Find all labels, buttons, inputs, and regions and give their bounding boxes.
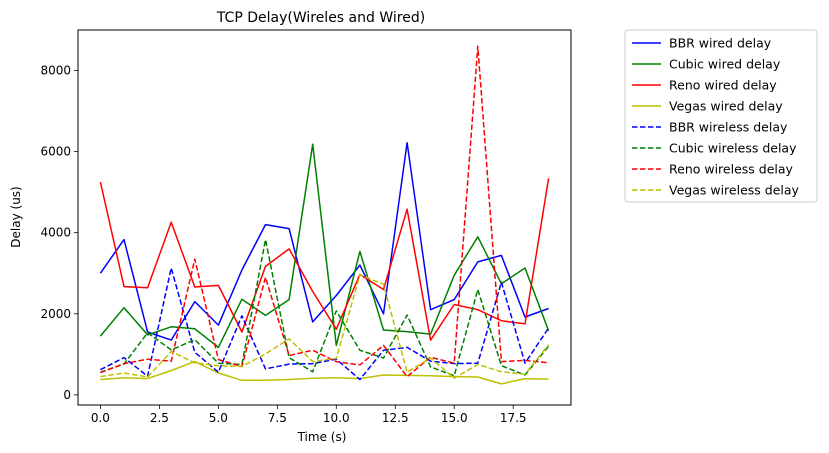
x-tick-label: 5.0	[209, 411, 228, 425]
x-tick-label: 15.0	[441, 411, 468, 425]
x-tick-label: 2.5	[150, 411, 169, 425]
legend-label: Reno wireless delay	[669, 162, 794, 177]
legend-label: Cubic wireless delay	[669, 141, 797, 156]
y-tick-label: 4000	[40, 226, 71, 240]
plot-frame	[77, 29, 572, 406]
legend: BBR wired delay Cubic wired delay Reno wir…	[624, 29, 818, 203]
series-line-2	[99, 143, 550, 349]
legend-frame	[624, 29, 818, 203]
x-axis-label: Time (s)	[297, 430, 347, 444]
legend-label: BBR wired delay	[669, 36, 772, 51]
y-tick-label: 6000	[40, 145, 71, 159]
series-line-3	[99, 178, 550, 341]
y-axis: 0 2000 4000 6000 8000	[40, 64, 78, 402]
series-line-7	[100, 45, 549, 378]
plot-area	[99, 45, 550, 385]
legend-label: Vegas wired delay	[669, 99, 783, 114]
chart-title: TCP Delay(Wireles and Wired)	[216, 10, 425, 26]
series-line-8	[100, 274, 550, 379]
legend-label: BBR wireless delay	[669, 120, 788, 135]
x-tick-label: 0.0	[91, 411, 110, 425]
series-line-4	[100, 360, 549, 385]
x-tick-label: 7.5	[268, 411, 287, 425]
y-tick-label: 8000	[40, 64, 71, 78]
series-line-1	[99, 141, 549, 341]
series-line-6	[100, 238, 550, 377]
x-tick-label: 17.5	[500, 411, 527, 425]
legend-label: Vegas wireless delay	[669, 183, 800, 198]
x-tick-label: 10.0	[323, 411, 350, 425]
legend-label: Cubic wired delay	[669, 57, 781, 72]
y-axis-label: Delay (us)	[9, 186, 23, 247]
x-tick-label: 12.5	[382, 411, 409, 425]
series-line-5	[100, 267, 550, 381]
x-axis: 0.0 2.5 5.0 7.5 10.0 12.5 15.0 17.5	[91, 405, 527, 425]
y-tick-label: 2000	[40, 307, 71, 321]
legend-label: Reno wired delay	[669, 78, 777, 93]
y-tick-label: 0	[63, 388, 71, 402]
